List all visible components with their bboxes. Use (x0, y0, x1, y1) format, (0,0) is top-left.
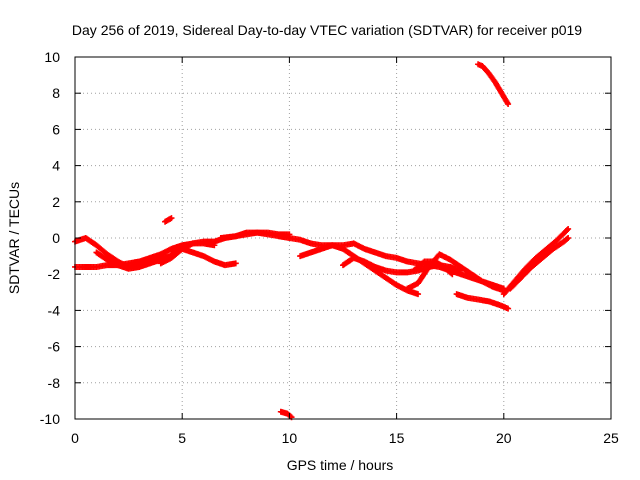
series-track-f (217, 229, 293, 241)
series-track-n (507, 235, 572, 292)
series-track-c (93, 249, 175, 272)
series-track-o (475, 61, 512, 108)
x-axis-label: GPS time / hours (287, 457, 394, 473)
y-tick-label: -6 (48, 339, 61, 355)
y-tick-label: -8 (48, 375, 61, 391)
y-tick-label: 6 (52, 121, 60, 137)
data-point (287, 413, 294, 420)
y-tick-label: -2 (48, 266, 61, 282)
axis-ticks: 0 5 10 15 20 25 -10 -8 -6 -4 -2 0 2 4 6 8 10 (40, 49, 619, 446)
data-point (168, 215, 175, 222)
series-track-k (410, 258, 456, 278)
y-tick-label: 2 (52, 194, 60, 210)
x-tick-label: 5 (178, 430, 186, 446)
series-track-e (157, 240, 218, 267)
data-point (211, 242, 218, 249)
data-point (449, 271, 456, 278)
x-tick-label: 0 (71, 430, 79, 446)
y-tick-label: 8 (52, 85, 60, 101)
data-point (415, 291, 422, 298)
x-tick-label: 20 (496, 430, 512, 446)
series-track-l (453, 291, 512, 312)
data-point (448, 270, 455, 277)
data-point (505, 305, 512, 312)
series-track-j (404, 251, 507, 294)
x-tick-label: 15 (389, 430, 405, 446)
data-point (565, 225, 572, 232)
y-tick-label: 0 (52, 230, 60, 246)
y-tick-label: -10 (40, 411, 60, 427)
chart-title: Day 256 of 2019, Sidereal Day-to-day VTE… (72, 22, 582, 38)
y-tick-label: 4 (52, 158, 60, 174)
x-tick-label: 25 (603, 430, 619, 446)
data-point (565, 235, 572, 241)
data-point (564, 235, 571, 242)
data-point (505, 101, 512, 108)
data-point (564, 227, 571, 234)
data-point (232, 260, 239, 267)
y-axis-label: SDTVAR / TECUs (6, 182, 22, 294)
series-track-p (162, 215, 175, 225)
y-tick-label: 10 (44, 49, 60, 65)
data-points (72, 61, 572, 421)
x-tick-label: 10 (282, 430, 298, 446)
y-tick-label: -4 (48, 302, 61, 318)
